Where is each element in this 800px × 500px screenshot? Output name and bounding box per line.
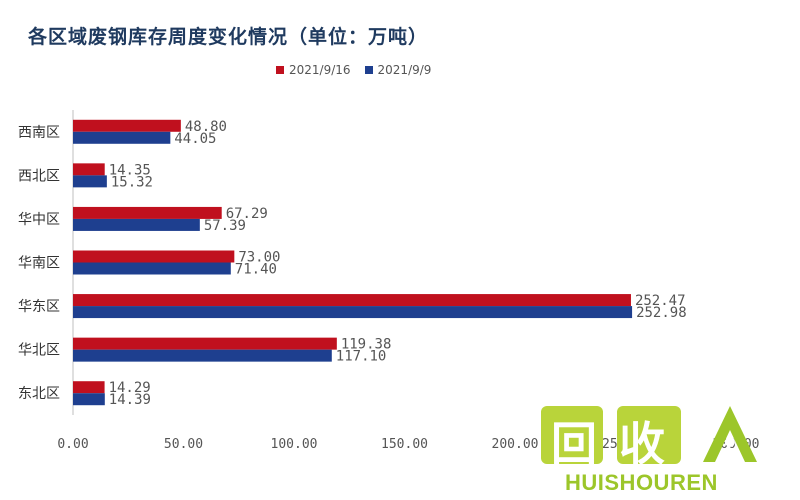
category-label: 华南区 — [18, 256, 60, 272]
x-tick-label: 200.00 — [492, 437, 539, 452]
bar-series-2 — [73, 175, 107, 187]
bar-series-2 — [73, 306, 632, 318]
bar-series-2 — [73, 393, 105, 405]
bar-series-1 — [73, 381, 105, 393]
bar-series-1 — [73, 163, 105, 175]
category-label: 西北区 — [18, 168, 60, 184]
category-label: 华北区 — [18, 343, 60, 359]
watermark-english-text: HUISHOUREN — [565, 470, 718, 496]
x-tick-label: 50.00 — [164, 437, 203, 452]
data-label: 117.10 — [336, 349, 387, 365]
watermark-chinese-text: 回收 — [551, 408, 687, 474]
x-tick-label: 0.00 — [57, 437, 88, 452]
x-tick-label: 100.00 — [271, 437, 318, 452]
category-label: 华中区 — [18, 212, 60, 228]
data-label: 14.39 — [109, 392, 151, 408]
bar-series-1 — [73, 338, 337, 350]
category-label: 西南区 — [18, 125, 60, 141]
recycle-person-icon — [695, 402, 765, 466]
category-label: 东北区 — [18, 386, 60, 402]
x-tick-label: 150.00 — [381, 437, 428, 452]
watermark-logo: 回收 HUISHOUREN — [535, 398, 780, 498]
data-label: 252.98 — [636, 305, 687, 321]
data-label: 15.32 — [111, 174, 153, 190]
bar-series-2 — [73, 219, 200, 231]
bar-series-1 — [73, 251, 234, 263]
bar-series-2 — [73, 350, 332, 362]
data-label: 57.39 — [204, 218, 246, 234]
bar-series-1 — [73, 294, 631, 306]
bar-series-2 — [73, 263, 231, 275]
bar-series-1 — [73, 120, 181, 132]
data-label: 44.05 — [174, 131, 216, 147]
data-label: 71.40 — [235, 262, 277, 278]
bar-series-2 — [73, 132, 170, 144]
bar-series-1 — [73, 207, 222, 219]
category-label: 华东区 — [18, 299, 60, 315]
